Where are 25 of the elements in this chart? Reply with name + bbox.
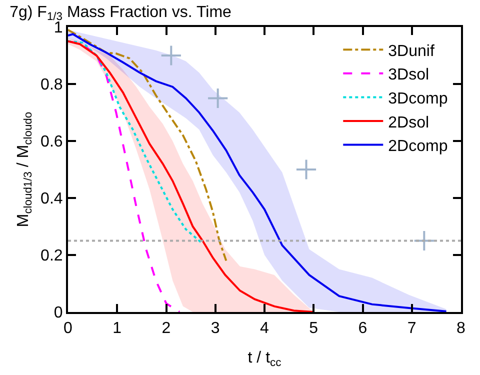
y-tick-label: 1: [54, 20, 63, 37]
x-tick-label: 5: [309, 320, 318, 338]
legend-label: 2Dcomp: [388, 138, 448, 156]
y-tick-label: 0.4: [40, 190, 63, 208]
x-axis-title: t / t$_{cc}$: [248, 349, 282, 369]
point: [295, 158, 318, 180]
legend-label: 2Dsol: [388, 114, 430, 132]
y-tick-label: 0.6: [40, 134, 63, 151]
x-tick-label: 3: [210, 320, 220, 338]
y-tick-label: 0.8: [40, 76, 63, 94]
x-tick-label: 1: [112, 320, 122, 338]
point: [207, 87, 229, 110]
x-tick-label: 6: [358, 320, 368, 338]
x-tick-label: 8: [456, 320, 466, 338]
legend-label: 3Dunif: [388, 42, 435, 60]
point: [413, 230, 435, 252]
x-tick-label: 4: [260, 320, 270, 338]
x-tick-label: 7: [407, 320, 416, 338]
legend-label: 3Dsol: [388, 66, 430, 84]
y-tick-label: 0: [54, 304, 63, 322]
y-tick-label: 0.2: [40, 248, 63, 265]
line-series: [68, 28, 228, 262]
x-tick-label: 2: [162, 320, 171, 338]
point: [160, 44, 182, 66]
legend-label: 3Dcomp: [388, 90, 448, 108]
